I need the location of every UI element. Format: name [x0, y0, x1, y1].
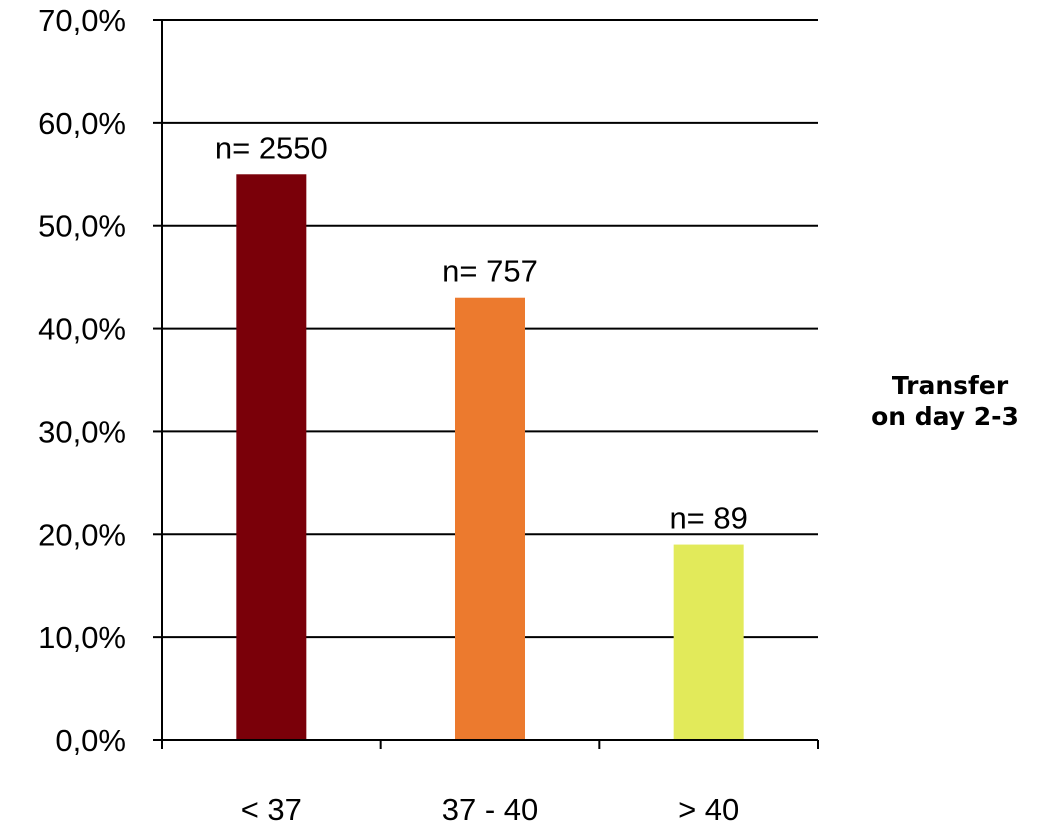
bar-data-label: n= 2550 — [215, 130, 328, 165]
x-tick-label: 37 - 40 — [442, 792, 539, 826]
side-annotation-line1: Transfer — [892, 371, 1009, 400]
y-tick-label: 50,0% — [38, 209, 126, 244]
y-tick-label: 70,0% — [38, 3, 126, 38]
y-tick-label: 60,0% — [38, 106, 126, 141]
y-tick-label: 10,0% — [38, 620, 126, 655]
bar — [673, 544, 744, 740]
bar-data-label: n= 757 — [442, 254, 538, 289]
x-tick-label: > 40 — [678, 792, 739, 826]
x-tick-label: < 37 — [241, 792, 302, 826]
bars — [236, 174, 744, 741]
y-tick-label: 40,0% — [38, 312, 126, 347]
bar — [236, 174, 307, 741]
bar — [455, 297, 525, 740]
axes — [153, 19, 819, 749]
side-annotation-line2: on day 2-3 — [871, 402, 1019, 431]
y-tick-label: 30,0% — [38, 414, 126, 449]
labels: 0,0% 10,0% 20,0% 30,0% 40,0% 50,0% 60,0% 70,0% n… — [38, 3, 748, 826]
y-tick-label: 0,0% — [55, 723, 126, 758]
y-tick-label: 20,0% — [38, 517, 126, 552]
bar-data-label: n= 89 — [669, 501, 747, 536]
